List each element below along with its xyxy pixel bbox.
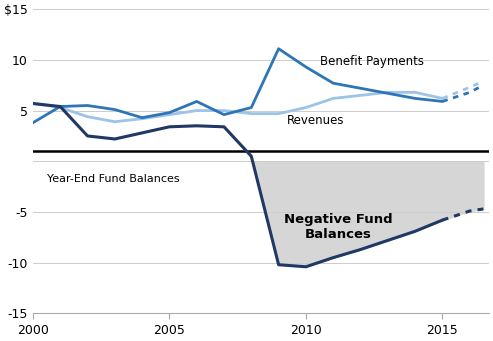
Text: Negative Fund
Balances: Negative Fund Balances <box>284 213 393 241</box>
Text: Benefit Payments: Benefit Payments <box>319 55 423 68</box>
Text: Year-End Fund Balances: Year-End Fund Balances <box>46 174 179 183</box>
Text: Revenues: Revenues <box>287 114 344 127</box>
